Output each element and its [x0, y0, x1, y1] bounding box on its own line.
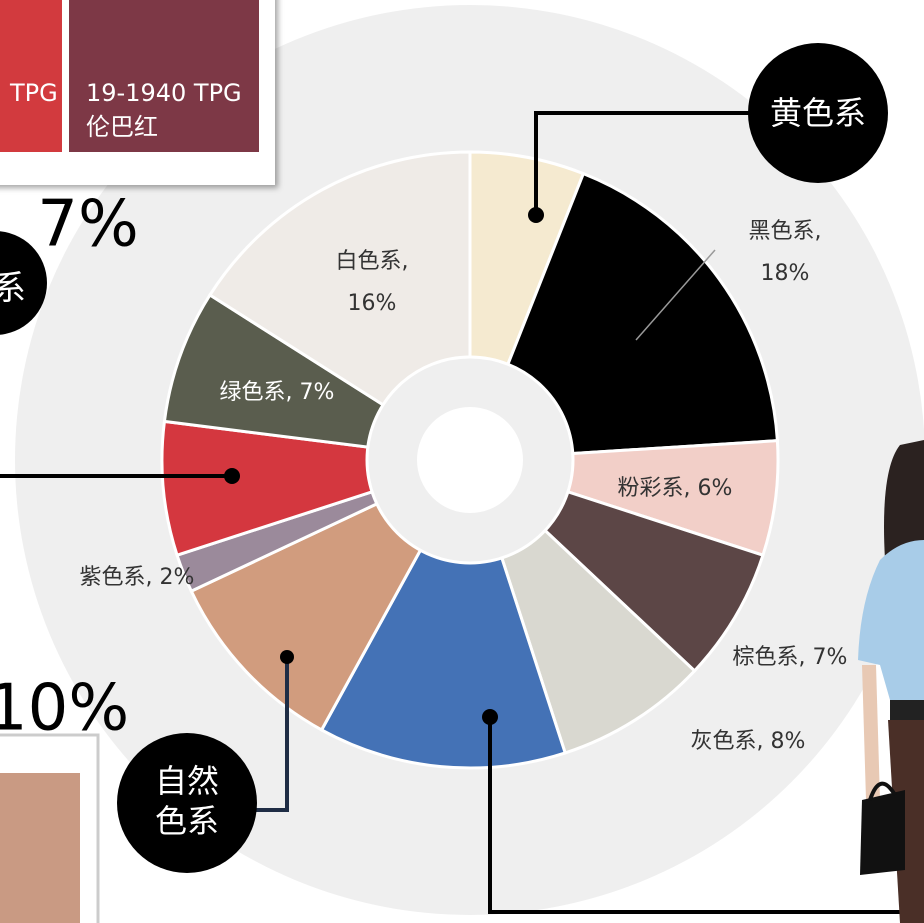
swatch	[0, 773, 80, 923]
data-label: 灰色系, 8%	[691, 729, 806, 754]
donut-hole	[417, 407, 523, 513]
swatch	[0, 0, 62, 152]
swatch-code: TPG	[9, 79, 58, 107]
data-label: 绿色系, 7%	[220, 380, 335, 405]
callout-dot	[224, 468, 240, 484]
chart: TPG 19-1940 TPG 伦巴红 系 7% 10% 黄色系 自然色系 黑色…	[0, 0, 924, 923]
callout-text: 黄色系	[770, 94, 866, 132]
swatch-code: 19-1940 TPG	[86, 79, 242, 107]
callout-dot	[528, 207, 544, 223]
callout-dot	[482, 709, 498, 725]
callout-text: 系	[0, 269, 26, 309]
data-label: 棕色系, 7%	[733, 645, 848, 670]
annotation: 7%	[37, 188, 139, 262]
swatch-name: 伦巴红	[86, 113, 158, 141]
data-label: 紫色系, 2%	[80, 565, 195, 590]
annotation: 10%	[0, 672, 129, 746]
callout-dot	[280, 650, 294, 664]
data-label: 粉彩系, 6%	[618, 476, 733, 501]
